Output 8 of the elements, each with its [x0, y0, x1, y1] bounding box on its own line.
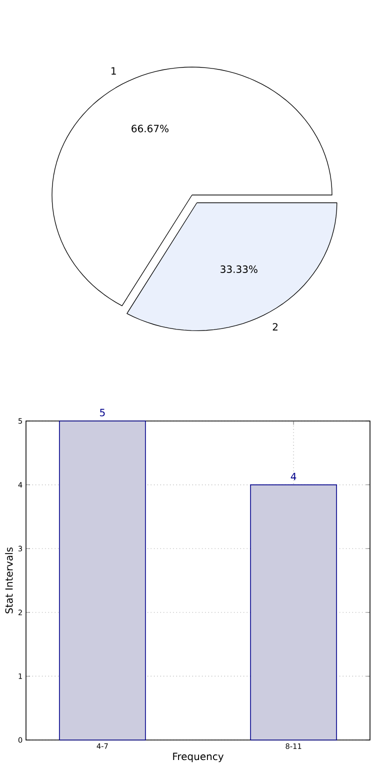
data-label: 5 [100, 408, 105, 416]
slice-label: 1 [112, 67, 116, 75]
x-axis-title: Frequency [173, 752, 224, 762]
slice-label: 2 [272, 323, 278, 331]
data-label: 33.33% [220, 265, 258, 273]
data-label: 66.67% [132, 124, 168, 132]
y-axis-title: Stat Intervals [5, 547, 13, 614]
data-label: 4 [290, 472, 296, 480]
